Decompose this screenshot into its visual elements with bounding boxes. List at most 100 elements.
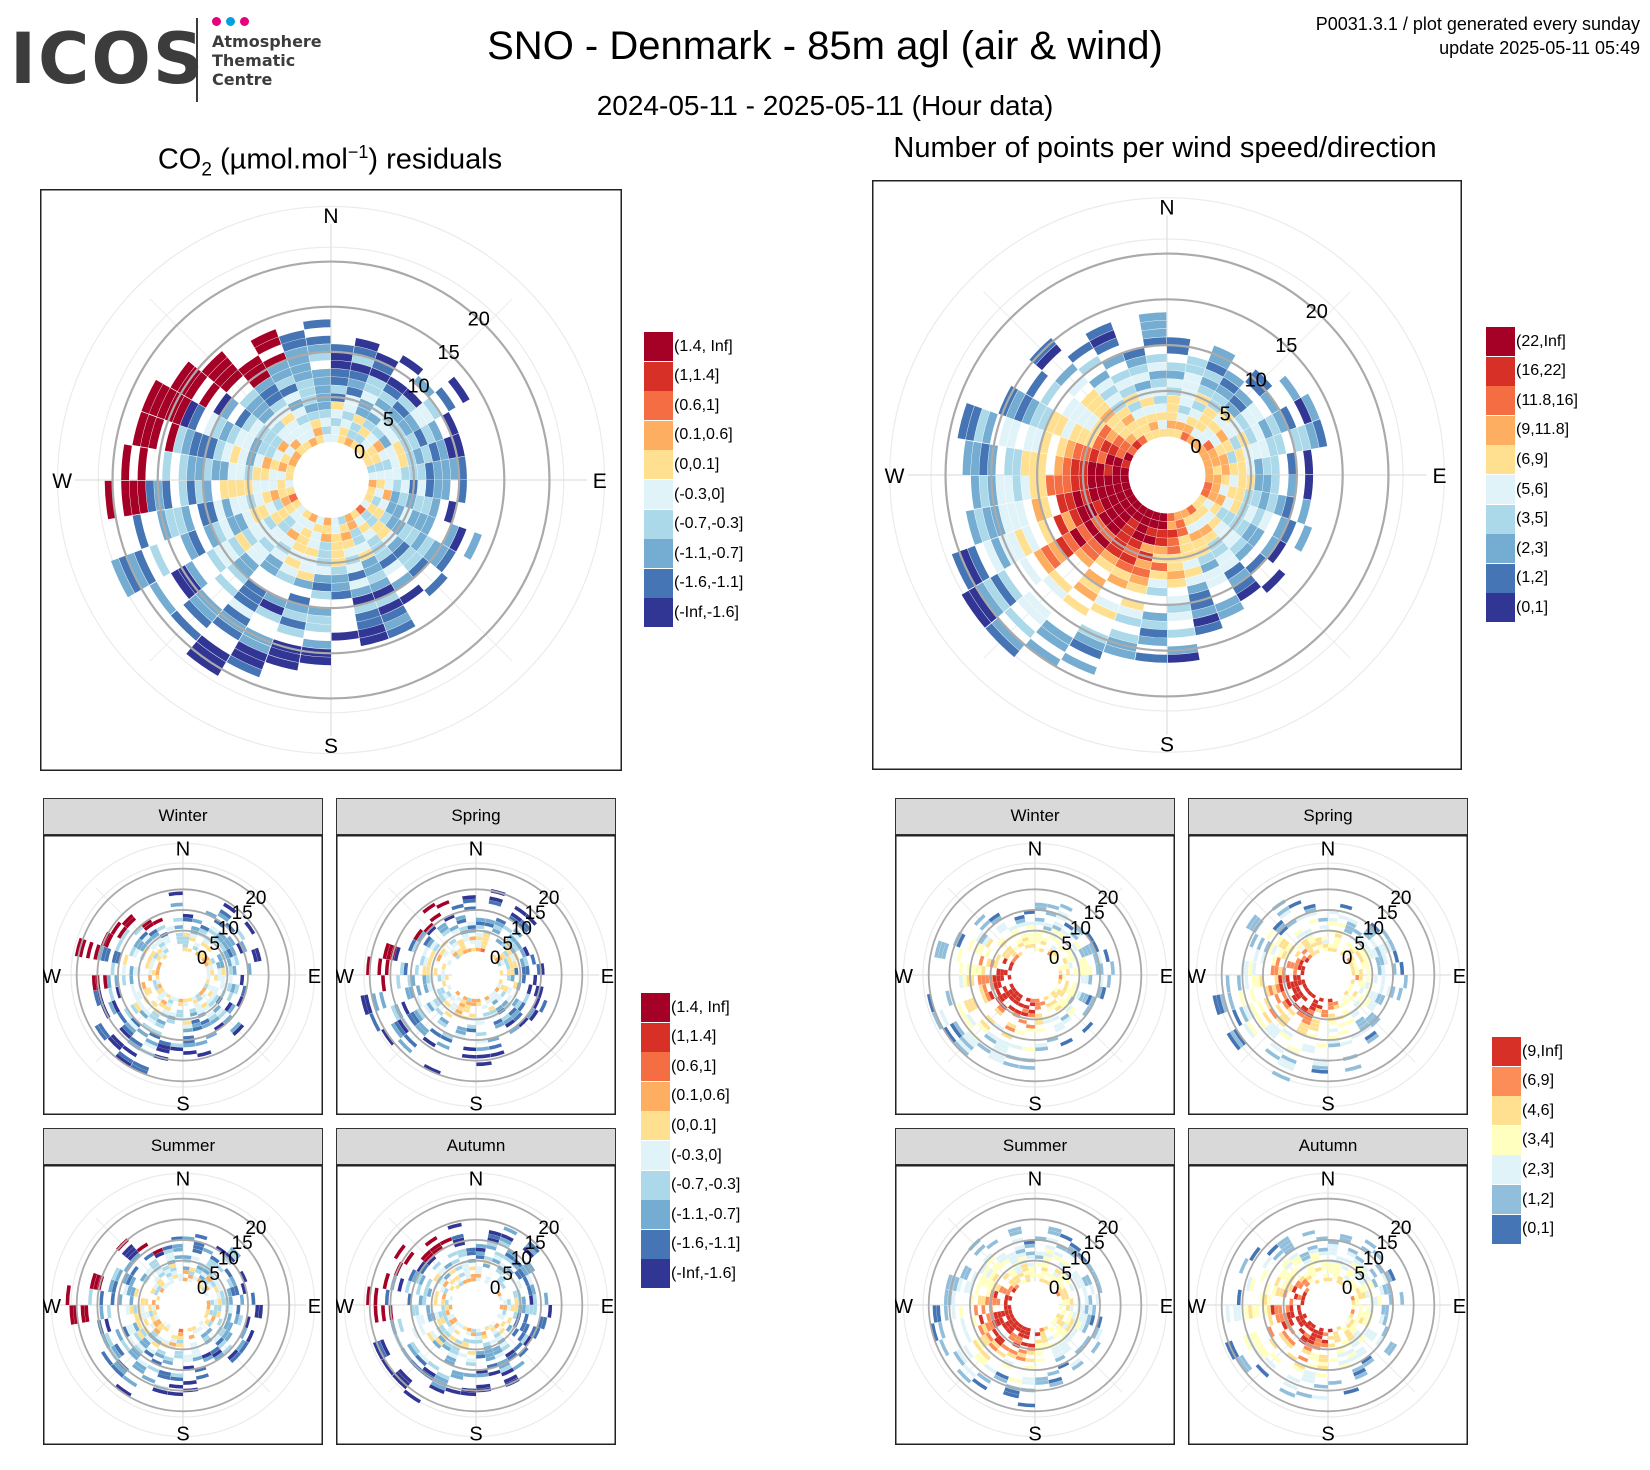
speed-tick-label: 20 (1097, 1218, 1118, 1239)
heat-cell (1009, 1043, 1023, 1050)
heat-cell (1115, 447, 1127, 459)
heat-cell (449, 1285, 455, 1292)
heat-cell (1080, 542, 1100, 562)
legend-label: (3,4] (1522, 1131, 1555, 1149)
heat-cell (1245, 553, 1267, 574)
heat-cell (1060, 1343, 1070, 1352)
heat-cell (150, 931, 160, 940)
heat-cell (1239, 1006, 1249, 1023)
heat-cell (413, 928, 424, 941)
heat-cell (476, 1251, 486, 1256)
background-ring (343, 1172, 609, 1438)
co2-title-sub: 2 (201, 159, 212, 181)
heat-cell (1167, 412, 1178, 421)
heat-cell (1262, 456, 1272, 475)
compass-label-s: S (1028, 1423, 1041, 1445)
heat-cell (1267, 985, 1274, 996)
heat-cell (187, 997, 193, 1002)
compass-label-w: W (43, 1296, 61, 1318)
heat-cell (1059, 1282, 1066, 1290)
heat-cell (200, 941, 208, 949)
heat-cell (191, 1255, 200, 1262)
heat-cell (1065, 1317, 1072, 1325)
heat-cell (233, 591, 259, 612)
heat-cell (1180, 508, 1191, 519)
heat-cell (1019, 1328, 1026, 1335)
heat-cell (503, 1374, 518, 1384)
heat-cell (493, 992, 500, 999)
heat-cell (476, 1053, 491, 1059)
heat-cell (1308, 1268, 1316, 1275)
heat-cell (525, 1260, 536, 1273)
heat-cell (422, 965, 427, 975)
speed-ring (410, 1239, 542, 1371)
heat-cell (1117, 605, 1143, 619)
heat-cell (1200, 488, 1211, 498)
heat-cell (1014, 954, 1020, 960)
heat-cell (436, 1019, 448, 1028)
heat-cell (1293, 969, 1298, 975)
heat-cell (514, 940, 523, 950)
heat-cell (1011, 1287, 1017, 1294)
heat-cell (985, 1296, 990, 1305)
heat-cell (462, 898, 476, 904)
heat-cell (241, 414, 258, 433)
heat-cell (1058, 1261, 1067, 1270)
heat-cell (967, 998, 976, 1012)
heat-cell (171, 569, 196, 599)
heat-cell (331, 533, 342, 543)
heat-cell (235, 641, 268, 662)
heat-cell (1112, 515, 1127, 530)
heat-cell (426, 1002, 435, 1012)
heat-cell (491, 1258, 501, 1265)
heat-cell (998, 417, 1014, 447)
heat-cell (1357, 947, 1365, 956)
heat-cell (1243, 426, 1258, 445)
heat-cell (1225, 1305, 1231, 1323)
heat-cell (1244, 975, 1250, 990)
heat-cell (1046, 1281, 1053, 1287)
heat-cell (1061, 511, 1077, 532)
heat-cell (1148, 370, 1167, 380)
heat-cell (1286, 452, 1297, 475)
legend-label: (0.6,1] (674, 396, 720, 414)
heat-cell (1237, 461, 1247, 475)
heat-cell (227, 462, 238, 480)
heat-cell (230, 648, 265, 670)
heat-cell (1112, 475, 1121, 485)
heat-cell (1064, 492, 1077, 511)
heat-cell (283, 555, 302, 570)
heat-cell (501, 1343, 511, 1352)
heat-cell (220, 369, 243, 393)
heat-cell (150, 1261, 160, 1270)
heat-cell (173, 507, 188, 535)
heat-cell (532, 1327, 541, 1340)
heat-cell (1150, 562, 1167, 572)
heat-cell (280, 453, 291, 465)
heat-cell (1317, 944, 1324, 950)
heat-cell (517, 1001, 526, 1012)
heat-cell (1306, 1265, 1315, 1272)
heat-cell (1352, 990, 1359, 998)
heat-cell (1111, 566, 1132, 581)
heat-cell (272, 449, 284, 462)
heat-cell (1071, 981, 1077, 990)
heat-cell (1069, 1242, 1082, 1253)
heat-cell (976, 1042, 992, 1054)
heat-cell (1052, 1348, 1062, 1356)
heat-cell (1276, 1236, 1290, 1247)
heat-cell (1315, 1042, 1328, 1048)
heat-cell (461, 1263, 470, 1269)
heat-cell (229, 1246, 242, 1259)
heat-cell (1234, 519, 1251, 537)
heat-cell (1321, 940, 1328, 945)
heat-cell (436, 1318, 443, 1327)
heat-cell (239, 1270, 248, 1283)
heat-cell (133, 938, 142, 949)
heat-cell (162, 1359, 173, 1366)
heat-cell (228, 966, 233, 975)
heat-cell (1050, 954, 1056, 960)
heat-cell (476, 1339, 483, 1344)
heat-cell (487, 1036, 500, 1043)
heat-cell (1167, 370, 1185, 380)
